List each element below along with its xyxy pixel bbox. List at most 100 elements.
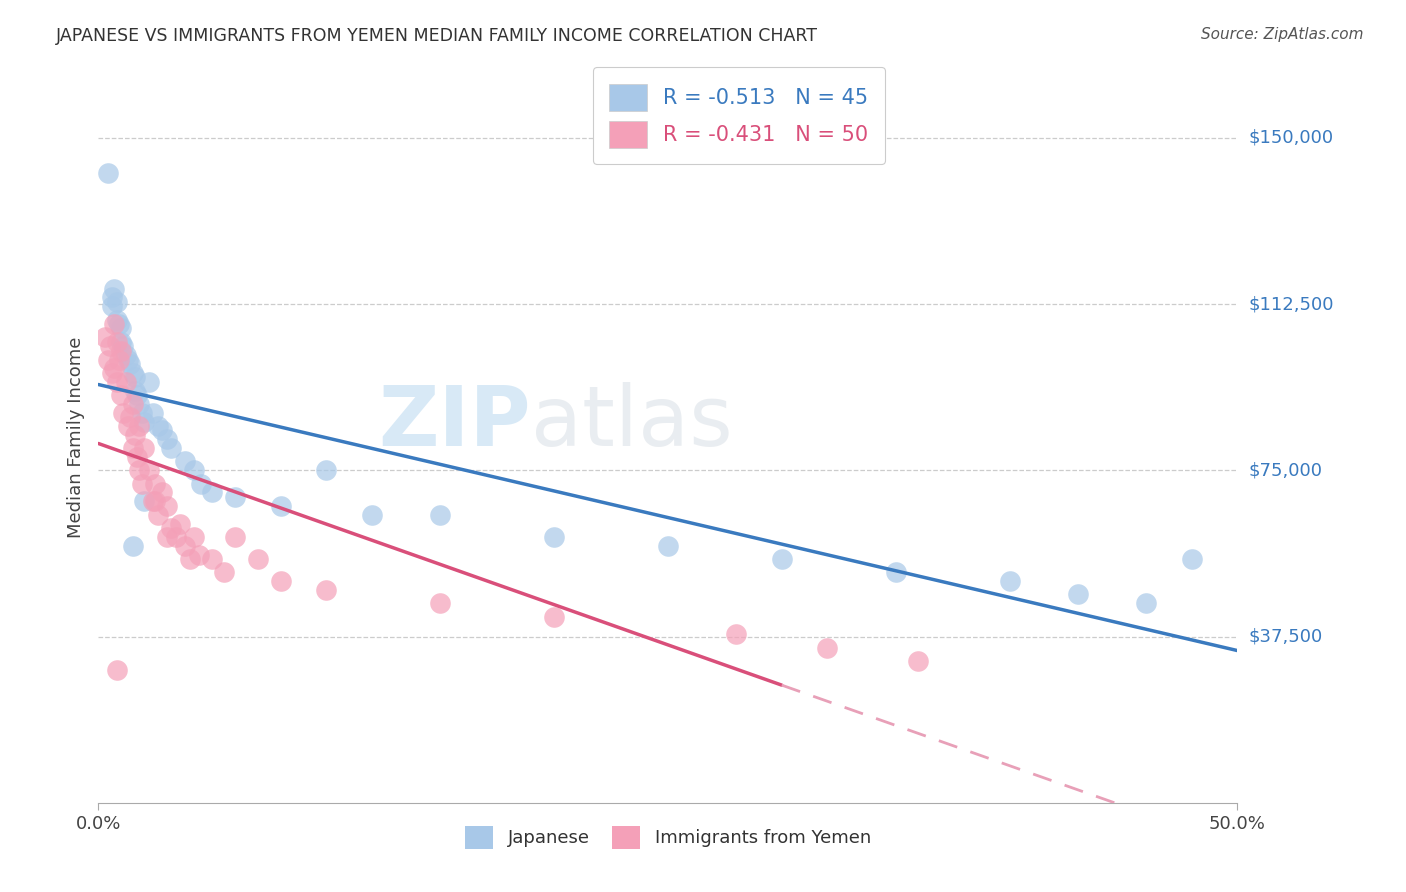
- Point: [112, 406, 135, 420]
- Point: [212, 566, 235, 580]
- Point: [105, 312, 128, 326]
- Point: [101, 299, 124, 313]
- Point: [112, 339, 135, 353]
- Point: [128, 463, 150, 477]
- Point: [105, 663, 128, 677]
- Point: [121, 397, 143, 411]
- Point: [165, 530, 187, 544]
- Point: [160, 441, 183, 455]
- Point: [770, 552, 793, 566]
- Point: [156, 530, 179, 544]
- Point: [150, 424, 173, 438]
- Point: [183, 530, 205, 544]
- Point: [429, 508, 451, 522]
- Point: [138, 463, 160, 477]
- Point: [96, 166, 118, 180]
- Point: [543, 530, 565, 544]
- Point: [120, 410, 142, 425]
- Point: [114, 375, 136, 389]
- Point: [146, 419, 169, 434]
- Point: [121, 441, 143, 455]
- Point: [174, 454, 197, 468]
- Point: [128, 419, 150, 434]
- Point: [121, 539, 143, 553]
- Point: [132, 494, 155, 508]
- Text: atlas: atlas: [531, 382, 733, 463]
- Point: [94, 330, 117, 344]
- Point: [110, 343, 132, 358]
- Point: [103, 282, 125, 296]
- Point: [145, 476, 167, 491]
- Point: [132, 441, 155, 455]
- Point: [1067, 587, 1090, 601]
- Point: [201, 485, 224, 500]
- Text: $37,500: $37,500: [1249, 628, 1323, 646]
- Point: [187, 548, 209, 562]
- Text: JAPANESE VS IMMIGRANTS FROM YEMEN MEDIAN FAMILY INCOME CORRELATION CHART: JAPANESE VS IMMIGRANTS FROM YEMEN MEDIAN…: [56, 27, 818, 45]
- Point: [110, 334, 132, 349]
- Point: [907, 654, 929, 668]
- Point: [1181, 552, 1204, 566]
- Point: [146, 508, 169, 522]
- Point: [150, 485, 173, 500]
- Point: [224, 530, 246, 544]
- Point: [169, 516, 191, 531]
- Point: [105, 375, 128, 389]
- Point: [142, 406, 165, 420]
- Legend: Japanese, Immigrants from Yemen: Japanese, Immigrants from Yemen: [454, 814, 882, 860]
- Point: [657, 539, 679, 553]
- Point: [315, 463, 337, 477]
- Point: [121, 366, 143, 380]
- Point: [114, 348, 136, 362]
- Point: [117, 352, 139, 367]
- Point: [145, 494, 167, 508]
- Point: [315, 582, 337, 597]
- Point: [543, 609, 565, 624]
- Point: [110, 388, 132, 402]
- Point: [101, 290, 124, 304]
- Point: [132, 415, 155, 429]
- Point: [120, 357, 142, 371]
- Point: [105, 334, 128, 349]
- Point: [429, 596, 451, 610]
- Point: [110, 321, 132, 335]
- Point: [103, 317, 125, 331]
- Point: [142, 494, 165, 508]
- Point: [884, 566, 907, 580]
- Point: [174, 539, 197, 553]
- Point: [124, 384, 146, 398]
- Text: $75,000: $75,000: [1249, 461, 1323, 479]
- Point: [201, 552, 224, 566]
- Point: [117, 419, 139, 434]
- Text: $112,500: $112,500: [1249, 295, 1334, 313]
- Point: [246, 552, 269, 566]
- Point: [224, 490, 246, 504]
- Point: [127, 450, 149, 464]
- Point: [725, 627, 748, 641]
- Point: [160, 521, 183, 535]
- Point: [105, 294, 128, 309]
- Point: [156, 499, 179, 513]
- Point: [128, 397, 150, 411]
- Point: [270, 574, 292, 589]
- Point: [124, 428, 146, 442]
- Point: [96, 352, 118, 367]
- Point: [101, 366, 124, 380]
- Point: [127, 388, 149, 402]
- Text: $150,000: $150,000: [1249, 128, 1333, 147]
- Point: [138, 375, 160, 389]
- Point: [131, 406, 153, 420]
- Point: [183, 463, 205, 477]
- Point: [270, 499, 292, 513]
- Point: [815, 640, 838, 655]
- Point: [124, 370, 146, 384]
- Point: [360, 508, 382, 522]
- Y-axis label: Median Family Income: Median Family Income: [66, 336, 84, 538]
- Point: [131, 476, 153, 491]
- Point: [156, 432, 179, 446]
- Point: [103, 361, 125, 376]
- Point: [108, 352, 131, 367]
- Point: [1135, 596, 1157, 610]
- Text: Source: ZipAtlas.com: Source: ZipAtlas.com: [1201, 27, 1364, 42]
- Point: [179, 552, 201, 566]
